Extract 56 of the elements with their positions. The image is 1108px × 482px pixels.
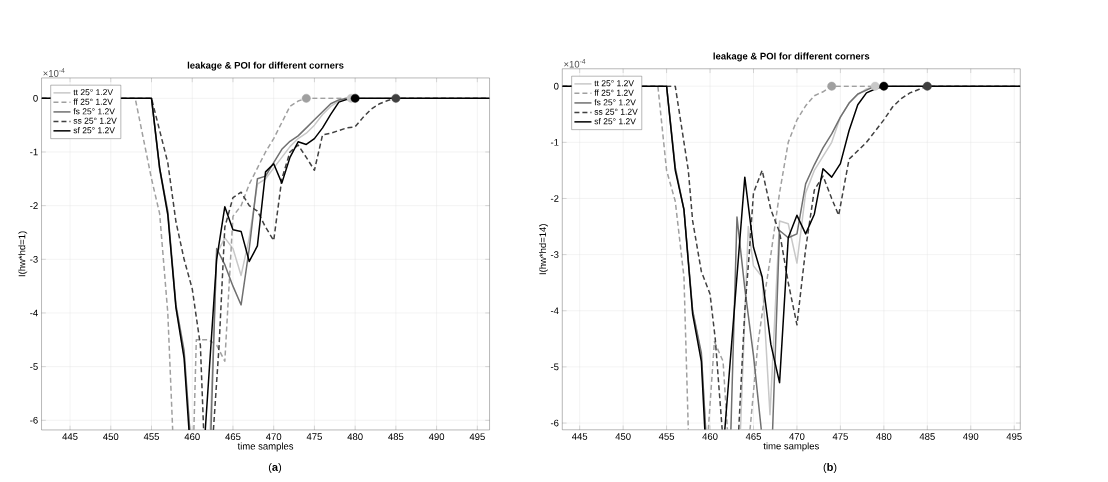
x-tick-label: 455 xyxy=(658,433,675,440)
x-tick-label: 460 xyxy=(702,433,718,440)
x-tick-label: 455 xyxy=(143,433,160,440)
x-tick-label: 480 xyxy=(347,433,363,441)
legend-label: sf 25° 1.2V xyxy=(594,118,636,125)
legend-label: ff 25° 1.2V xyxy=(73,98,113,105)
y-tick-label: -4 xyxy=(30,309,38,317)
y-tick-label: -2 xyxy=(30,202,38,209)
legend-label: sf 25° 1.2V xyxy=(73,127,115,134)
text: ×10$^{-4}$ xyxy=(43,68,65,77)
x-tick-label: 485 xyxy=(388,433,404,441)
x-tick-label: 490 xyxy=(428,433,445,441)
x-tick-label: 450 xyxy=(615,433,631,440)
y-tick-label: -4 xyxy=(550,307,559,315)
x-tick-label: 460 xyxy=(184,433,200,441)
x-tick-label: 445 xyxy=(571,433,588,440)
y-axis-title: I(hw*hd=1) xyxy=(18,231,28,277)
legend-label: fs 25° 1.2V xyxy=(594,99,636,106)
legend-label: ss 25° 1.2V xyxy=(73,117,117,124)
x-tick-label: 445 xyxy=(62,433,78,440)
x-tick-label: 495 xyxy=(469,433,485,441)
legend-label: fs 25° 1.2V xyxy=(73,108,115,115)
y-axis-title: I(hw*hd=14) xyxy=(539,224,548,275)
y-tick-label: -6 xyxy=(550,419,559,427)
y-tick-label: -5 xyxy=(30,363,38,370)
x-tick-label: 470 xyxy=(789,433,805,440)
x-tick-label: 450 xyxy=(103,433,119,441)
y-tick-label: -5 xyxy=(550,363,559,371)
y-tick-label: 0 xyxy=(33,94,38,102)
legend-label: ss 25° 1.2V xyxy=(594,108,638,115)
legend-label: ff 25° 1.2V xyxy=(594,89,634,96)
y-tick-label: -3 xyxy=(30,255,38,263)
x-tick-label: 480 xyxy=(876,433,892,440)
x-tick-label: 495 xyxy=(1006,433,1022,440)
x-tick-label: 485 xyxy=(919,433,935,440)
legend-label: tt 25° 1.2V xyxy=(73,89,114,96)
y-tick-label: 0 xyxy=(554,82,559,90)
x-axis-title: time samples xyxy=(237,442,294,452)
text: (a) xyxy=(268,462,282,474)
x-tick-label: 470 xyxy=(265,433,282,441)
x-tick-label: 475 xyxy=(832,433,848,440)
x-tick-label: 475 xyxy=(306,433,322,440)
chart-title: leakage & POI for different corners xyxy=(713,52,870,62)
y-tick-label: -1 xyxy=(30,148,38,156)
text: (b) xyxy=(823,462,837,474)
x-axis-title: time samples xyxy=(763,442,819,452)
y-tick-label: -3 xyxy=(550,251,559,258)
chart-title: leakage & POI for different corners xyxy=(187,61,344,71)
x-tick-label: 490 xyxy=(963,433,979,440)
y-tick-label: -1 xyxy=(550,139,559,146)
x-tick-label: 465 xyxy=(225,433,241,441)
series-label: tt 25° 1.2V xyxy=(594,80,634,87)
y-tick-label: -2 xyxy=(550,195,559,202)
x-tick-label: 465 xyxy=(745,433,762,440)
text: ×10$^{-4}$ xyxy=(564,59,586,68)
y-tick-label: -6 xyxy=(30,416,38,424)
